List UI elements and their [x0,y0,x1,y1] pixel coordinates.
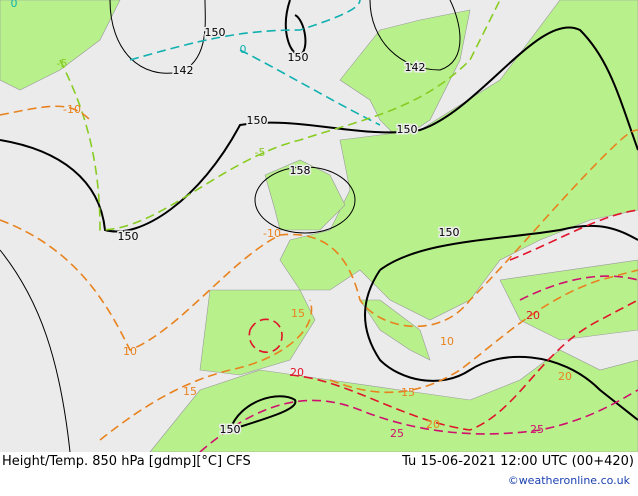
temp-label: 0 [11,0,18,10]
temp-label: 20 [526,309,540,322]
temp-label: -5 [255,146,266,159]
temp-label: 20 [426,418,440,431]
temp-label: 20 [290,366,304,379]
height-contour [379,224,638,271]
temp-contour [199,389,638,453]
temp-contour [129,0,361,61]
scandinavia [339,9,471,141]
turkey [499,259,638,341]
temp-contour [289,299,638,431]
temp-contour [519,275,638,301]
temp-label: 15 [401,386,415,399]
temp-contour [0,129,638,352]
temp-label: 15 [183,385,197,398]
height-label: 150 [118,230,139,243]
height-contour [229,395,297,431]
temp-label: 10 [440,335,454,348]
temp-contour [509,209,638,261]
height-label: 150 [220,423,241,436]
height-contour [109,0,206,74]
italy [359,299,431,361]
africa [149,349,638,453]
temp-label: 15 [291,307,305,320]
temp-label: 20 [558,370,572,383]
temp-label: -5 [57,57,68,70]
height-contour [369,0,461,71]
map: 150 150 142 142 150 150 158 150 150 150 … [0,0,638,453]
temperature-contours [0,0,638,453]
temp-label: -10 [263,227,281,240]
temp-label: -10 [63,103,81,116]
map-title: Height/Temp. 850 hPa [gdmp][°C] CFS [2,454,251,469]
land [0,0,638,453]
greenland [0,0,121,91]
height-label: 142 [173,64,194,77]
temp-contour [329,269,638,394]
temp-contour [248,318,283,354]
temp-label: 25 [530,423,544,436]
contour-labels: 150 150 142 142 150 150 158 150 150 150 … [11,0,573,440]
britain [264,159,346,231]
iberia [199,289,316,376]
copyright: ©weatheronline.co.uk [507,474,630,487]
temp-label: 0 [240,43,247,56]
temp-contour [99,299,313,441]
temp-contour [59,0,501,231]
height-label: 142 [405,61,426,74]
temp-contour [0,105,91,121]
valid-time: Tu 15-06-2021 12:00 UTC (00+420) [402,454,634,469]
height-label: 150 [205,26,226,39]
height-contour [254,166,356,234]
height-contour [284,0,307,57]
height-contour [0,26,638,233]
temp-contour [239,49,381,126]
temp-label: 25 [390,427,404,440]
height-contour [0,249,71,453]
temp-label: 10 [123,345,137,358]
height-label: 150 [439,226,460,239]
height-label: 150 [247,114,268,127]
height-label: 158 [290,164,311,177]
height-label: 150 [397,123,418,136]
europe [279,0,638,321]
height-label: 150 [288,51,309,64]
